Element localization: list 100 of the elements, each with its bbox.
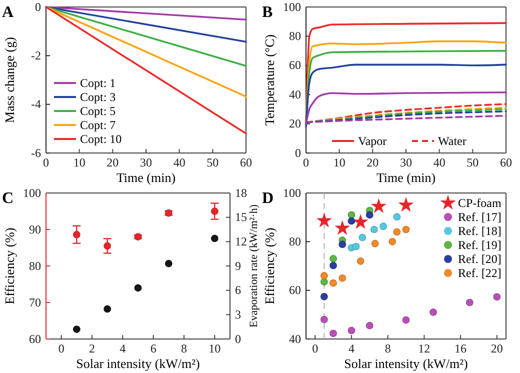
point [210,234,218,242]
y-tick-label: -6 [31,146,41,160]
point [393,213,401,221]
point [356,257,364,265]
x-tick-label: 50 [466,156,479,170]
legend-label: Ref. [18] [458,224,502,238]
y-tick-label: 70 [29,295,41,310]
chart-title: B [262,4,273,21]
x-tick-label: 10 [73,156,86,170]
x-tick-label: 60 [500,156,512,170]
chart-title: C [2,190,14,207]
y-tick-label: 80 [289,234,301,249]
point [430,308,437,316]
point [352,214,368,229]
x-tick-label: 40 [433,156,446,170]
x-tick-label: 8 [181,342,187,356]
point [493,293,501,301]
y-tick-label: 40 [289,332,301,346]
point [402,226,410,234]
x-tick-label: 30 [400,156,412,170]
y-tick-label: -2 [31,48,41,63]
point [316,212,332,228]
y2-tick-label: 6 [235,283,241,298]
x-tick-label: 6 [150,342,156,356]
point [320,292,328,300]
legend-label: Ref. [20] [458,252,502,266]
point [104,305,112,313]
point [370,226,378,234]
x-tick-label: 0 [58,342,64,356]
point [348,326,356,334]
y-tick-label: 20 [289,116,301,131]
x-tick-label: 10 [333,156,346,170]
x-tick-label: 20 [366,156,379,170]
point [164,260,172,268]
legend-label: Copt: 5 [80,104,116,118]
point [210,208,218,215]
x-tick-label: 20 [106,156,119,170]
y-tick-label: 60 [289,283,301,298]
point [466,298,474,306]
y2-tick-label: 15 [235,210,247,224]
legend-label: Copt: 3 [80,90,116,104]
y-tick-label: 80 [29,258,41,273]
x-tick-label: 8 [384,342,391,356]
point [330,279,337,287]
y-tick-label: 80 [289,29,301,44]
point [348,217,356,225]
y2-tick-label: 12 [235,234,247,249]
y-tick-label: -4 [31,97,41,112]
y-axis-title: Efficiency (%) [262,228,277,304]
x-axis-title: Time (min) [116,170,176,185]
y-axis-title: Efficiency (%) [2,228,17,304]
point [334,220,350,235]
y-tick-label: 100 [23,186,41,200]
point [388,238,396,246]
legend-label: Ref. [19] [458,238,502,252]
chart-title: D [262,190,274,207]
point [398,196,414,212]
point [371,240,379,248]
x-tick-label: 10 [208,342,221,356]
y-tick-label: 0 [35,0,41,14]
chart-title: A [2,4,14,21]
y-axis-title: Temperature (°C) [262,34,277,126]
legend-label: Copt: 1 [80,76,116,90]
point [320,316,328,324]
point [366,211,374,219]
x-tick-label: 30 [140,156,152,170]
point [366,322,374,330]
x-tick-label: 60 [240,156,252,170]
point [330,255,337,262]
point [352,242,360,250]
y2-axis-title: Evaporation rate (kW/m²·h) [248,204,260,328]
point [380,222,387,230]
legend-label: CP-foam [458,196,502,210]
point [104,242,112,250]
y-tick-label: 60 [29,332,41,346]
point [330,330,337,338]
x-tick-label: 12 [418,342,430,356]
x-axis-title: Solar intensity (kW/m²) [344,356,468,371]
point [338,274,346,282]
y-tick-label: 60 [289,58,301,72]
point [358,234,366,242]
legend-label: Water [438,134,466,148]
x-tick-label: 0 [312,342,318,356]
point [72,230,80,238]
x-tick-label: 2 [89,342,95,356]
x-axis-title: Solar intensity (kW/m²) [76,356,200,371]
x-tick-label: 40 [173,156,186,170]
legend-label: Copt: 10 [80,132,122,146]
legend-label: Vapor [358,134,387,148]
y-tick-label: 40 [289,87,301,102]
point [330,262,337,270]
y2-tick-label: 0 [235,332,241,346]
legend-label: Ref. [17] [458,210,502,224]
point [134,284,142,292]
y2-tick-label: 3 [235,308,241,322]
point [320,272,328,280]
y2-tick-label: 18 [235,186,247,200]
point [393,228,401,236]
y-tick-label: 90 [29,222,41,236]
x-axis-title: Time (min) [376,170,436,185]
